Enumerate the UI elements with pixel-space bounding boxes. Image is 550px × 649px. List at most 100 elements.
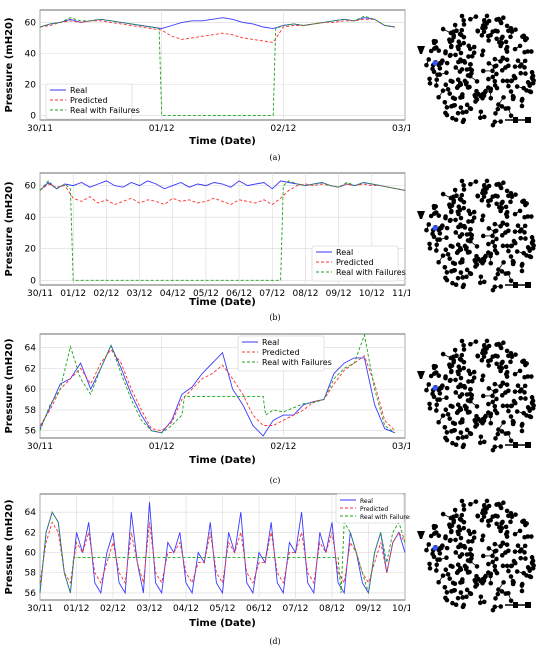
legend-box	[311, 245, 399, 282]
network-map-c	[417, 338, 536, 453]
y-axis-label: Pressure (mH20)	[4, 338, 15, 433]
x-tick-label: 01/12	[149, 442, 175, 452]
y-tick-label: 20	[25, 80, 37, 90]
highlighted-node	[432, 60, 438, 66]
y-tick-label: 56	[25, 427, 37, 437]
y-tick-label: 64	[25, 344, 37, 354]
network-map-a	[417, 13, 536, 128]
legend-label-real: Real	[70, 86, 87, 95]
y-tick-label: 40	[25, 49, 37, 59]
x-tick-label: 30/11	[27, 604, 53, 614]
highlighted-node	[432, 225, 438, 231]
x-tick-label: 30/11	[27, 289, 53, 299]
x-axis-label: Time (Date)	[189, 618, 256, 629]
x-tick-label: 02/12	[93, 289, 119, 299]
figure-panel-c: 30/11 01/12 02/12 03/12 56 58 60 62 64 Time (Date…	[0, 328, 550, 488]
x-tick-label: 07/12	[283, 604, 309, 614]
network-graph	[417, 338, 536, 453]
series-line-failures	[39, 333, 396, 434]
x-tick-label: 04/12	[160, 289, 186, 299]
x-axis-label: Time (Date)	[189, 455, 256, 466]
y-tick-label: 0	[30, 111, 36, 121]
y-tick-label: 64	[25, 508, 37, 518]
figure-panel-b: 30/11 01/12 02/12 03/12 04/12 05/12 06/12 07/12…	[0, 165, 550, 325]
y-tick-label: 56	[25, 589, 37, 599]
x-tick-label: 10/12	[359, 289, 385, 299]
network-map-d	[417, 498, 536, 613]
caption-d: (d)	[269, 637, 281, 646]
y-tick-label: 62	[25, 364, 36, 374]
x-axis-label: Time (Date)	[189, 136, 256, 147]
y-tick-label: 20	[25, 245, 37, 255]
network-map-b	[417, 178, 536, 293]
legend-label-real: Real	[262, 338, 279, 347]
x-tick-label: 09/12	[326, 289, 352, 299]
y-axis-label: Pressure (mH20)	[4, 181, 15, 276]
caption-b: (b)	[269, 313, 281, 322]
network-graph	[417, 13, 536, 128]
series-line-predicted	[39, 521, 406, 585]
caption-c: (c)	[269, 476, 281, 485]
x-tick-label: 10/12	[392, 604, 410, 614]
x-tick-label: 02/12	[270, 124, 296, 134]
x-tick-label: 01/12	[149, 124, 175, 134]
legend-label-failures: Real with Failures	[336, 268, 406, 277]
caption-a: (a)	[269, 153, 281, 162]
x-tick-label: 11/12	[392, 289, 410, 299]
x-tick-label: 09/12	[356, 604, 382, 614]
legend-label-real: Real	[360, 498, 373, 505]
x-tick-label: 05/12	[210, 604, 236, 614]
x-tick-label: 03/12	[137, 604, 163, 614]
y-tick-label: 40	[25, 213, 37, 223]
network-graph	[417, 498, 536, 613]
legend-label-predicted: Predicted	[360, 506, 388, 513]
x-tick-label: 02/12	[270, 442, 296, 452]
x-tick-label: 30/11	[27, 124, 53, 134]
x-tick-label: 02/12	[100, 604, 126, 614]
y-tick-label: 60	[25, 549, 37, 559]
y-tick-label: 62	[25, 528, 36, 538]
series-line-real	[39, 502, 406, 595]
x-tick-label: 03/12	[392, 124, 410, 134]
series-line-failures	[39, 15, 395, 116]
legend-box	[237, 335, 325, 372]
highlighted-node	[432, 545, 438, 551]
series-line-failures	[39, 180, 406, 281]
y-axis-label: Pressure (mH20)	[4, 499, 15, 594]
chart-b: 30/11 01/12 02/12 03/12 04/12 05/12 06/12 07/12…	[4, 172, 410, 308]
x-axis-label: Time (Date)	[189, 297, 256, 308]
chart-a: 30/11 01/12 02/12 03/12 0 20 40 60 Time (Date) Pr…	[4, 9, 410, 147]
highlighted-node	[432, 385, 438, 391]
chart-c: 30/11 01/12 02/12 03/12 56 58 60 62 64 Time (Date…	[4, 333, 410, 466]
x-tick-label: 05/12	[193, 289, 219, 299]
x-tick-label: 03/12	[127, 289, 153, 299]
series-line-real	[39, 180, 406, 191]
y-tick-label: 60	[25, 18, 37, 28]
legend-label-predicted: Predicted	[336, 258, 374, 267]
x-tick-label: 08/12	[319, 604, 345, 614]
legend-label-predicted: Predicted	[70, 96, 108, 105]
legend-box	[45, 83, 133, 120]
x-tick-label: 03/12	[392, 442, 410, 452]
legend-label-failures: Real with Failures	[360, 514, 410, 521]
y-tick-label: 60	[25, 182, 37, 192]
legend-label-real: Real	[336, 248, 353, 257]
legend-label-failures: Real with Failures	[70, 106, 140, 115]
legend-label-failures: Real with Failures	[262, 358, 332, 367]
figure-panel-d: 30/11 01/12 02/12 03/12 04/12 05/12 06/12 07/12…	[0, 488, 550, 649]
x-tick-label: 01/12	[64, 604, 90, 614]
y-tick-label: 58	[25, 406, 37, 416]
y-axis-label: Pressure (mH20)	[4, 17, 15, 112]
y-tick-label: 0	[30, 276, 36, 286]
x-tick-label: 07/12	[259, 289, 285, 299]
chart-d: 30/11 01/12 02/12 03/12 04/12 05/12 06/12 07/12…	[4, 493, 410, 629]
x-tick-label: 06/12	[226, 289, 252, 299]
series-line-predicted	[39, 183, 406, 206]
y-tick-label: 58	[25, 569, 37, 579]
x-tick-label: 04/12	[173, 604, 199, 614]
x-tick-label: 06/12	[246, 604, 272, 614]
